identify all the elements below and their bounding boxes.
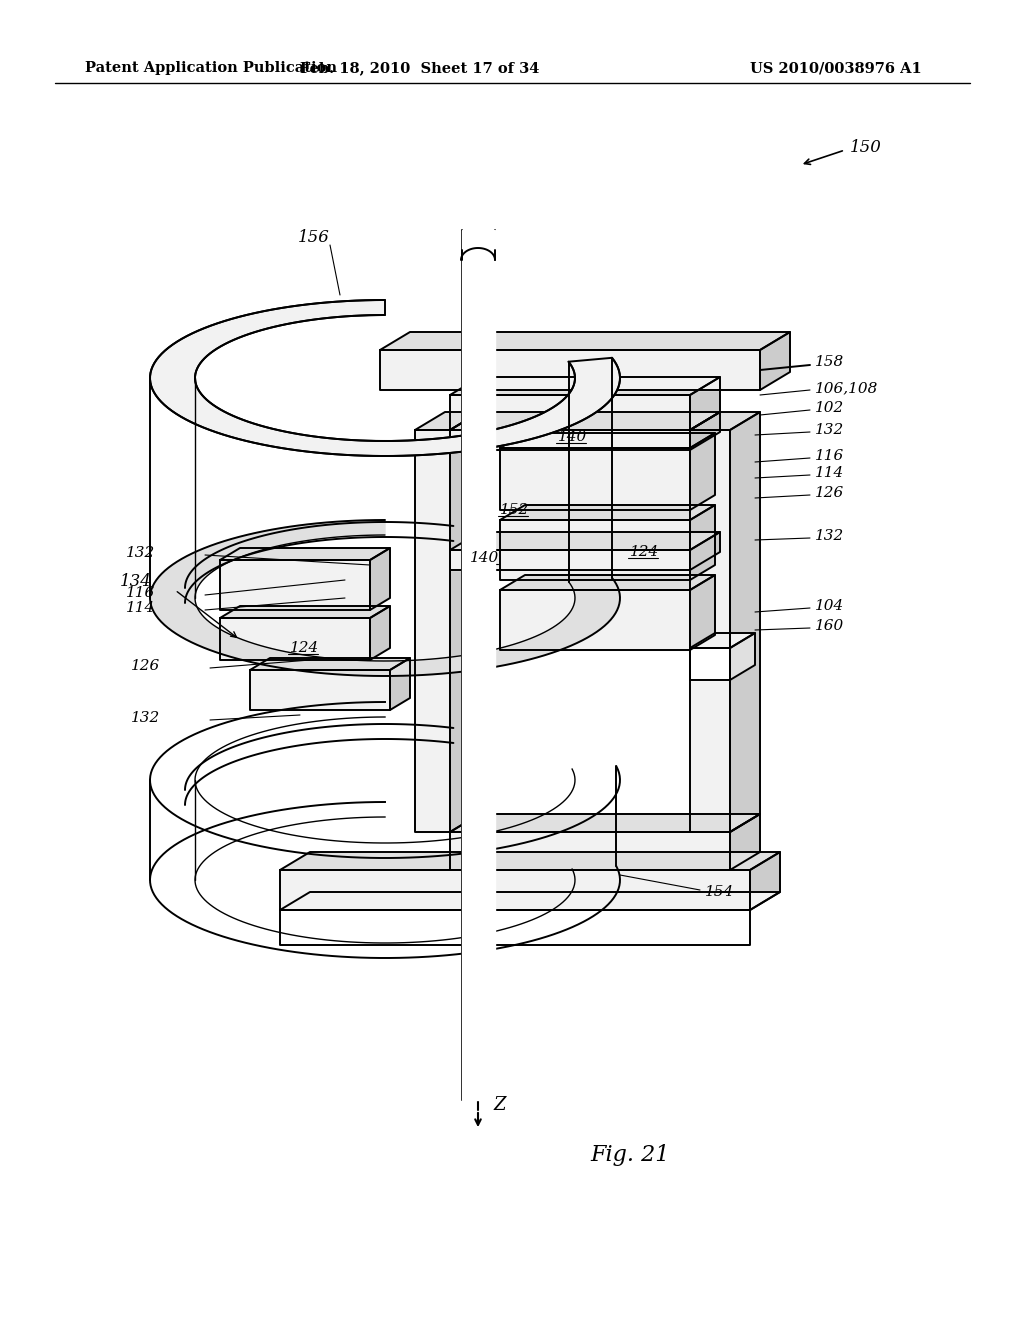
Text: 124: 124 xyxy=(290,642,319,655)
Polygon shape xyxy=(500,576,715,590)
Text: US 2010/0038976 A1: US 2010/0038976 A1 xyxy=(750,61,922,75)
Polygon shape xyxy=(690,576,715,649)
Text: 160: 160 xyxy=(815,619,844,634)
Text: 126: 126 xyxy=(131,659,160,673)
Text: 102: 102 xyxy=(815,401,844,414)
Polygon shape xyxy=(450,832,730,870)
Polygon shape xyxy=(415,430,450,832)
Polygon shape xyxy=(220,606,390,618)
Polygon shape xyxy=(450,532,720,550)
Text: 132: 132 xyxy=(126,546,155,560)
Polygon shape xyxy=(690,532,720,570)
Polygon shape xyxy=(690,506,715,579)
Polygon shape xyxy=(151,520,620,676)
Polygon shape xyxy=(415,412,480,430)
Text: 132: 132 xyxy=(131,711,160,725)
Polygon shape xyxy=(730,412,760,832)
Polygon shape xyxy=(220,548,390,560)
Text: 126: 126 xyxy=(815,486,844,500)
Text: 116: 116 xyxy=(815,449,844,463)
Polygon shape xyxy=(280,851,780,870)
Text: 132: 132 xyxy=(815,422,844,437)
Polygon shape xyxy=(370,548,390,610)
Text: 158: 158 xyxy=(815,355,844,370)
Text: 150: 150 xyxy=(850,140,882,157)
Polygon shape xyxy=(690,430,730,832)
Polygon shape xyxy=(450,412,720,430)
Polygon shape xyxy=(690,634,755,648)
Polygon shape xyxy=(450,550,690,570)
Text: 134: 134 xyxy=(120,573,152,590)
Polygon shape xyxy=(280,892,780,909)
Polygon shape xyxy=(280,909,750,945)
Polygon shape xyxy=(370,606,390,660)
Polygon shape xyxy=(380,333,790,350)
Polygon shape xyxy=(151,300,620,455)
Polygon shape xyxy=(500,520,690,579)
Text: 152: 152 xyxy=(500,503,529,517)
Text: 104: 104 xyxy=(815,599,844,612)
Text: 156: 156 xyxy=(298,230,330,247)
Text: 140: 140 xyxy=(470,550,500,565)
Text: Fig. 21: Fig. 21 xyxy=(590,1144,670,1166)
Text: 116: 116 xyxy=(126,586,155,601)
Polygon shape xyxy=(760,333,790,389)
Polygon shape xyxy=(690,433,715,510)
Polygon shape xyxy=(750,851,780,909)
Polygon shape xyxy=(500,447,690,510)
Text: Z: Z xyxy=(493,1096,506,1114)
Polygon shape xyxy=(250,657,410,671)
Polygon shape xyxy=(450,430,690,450)
Polygon shape xyxy=(462,230,495,1100)
Text: 132: 132 xyxy=(815,529,844,543)
Polygon shape xyxy=(250,671,390,710)
Polygon shape xyxy=(220,560,370,610)
Polygon shape xyxy=(380,350,760,389)
Text: 154: 154 xyxy=(705,884,734,899)
Polygon shape xyxy=(690,412,760,430)
Polygon shape xyxy=(690,378,720,430)
Text: 140: 140 xyxy=(558,430,587,444)
Polygon shape xyxy=(690,412,720,450)
Text: Patent Application Publication: Patent Application Publication xyxy=(85,61,337,75)
Text: 114: 114 xyxy=(815,466,844,480)
Polygon shape xyxy=(450,814,760,832)
Polygon shape xyxy=(730,634,755,680)
Text: 106,108: 106,108 xyxy=(815,381,879,395)
Polygon shape xyxy=(690,648,730,680)
Polygon shape xyxy=(280,870,750,909)
Polygon shape xyxy=(220,618,370,660)
Polygon shape xyxy=(450,395,690,430)
Polygon shape xyxy=(450,412,480,832)
Text: 124: 124 xyxy=(630,545,659,558)
Polygon shape xyxy=(390,657,410,710)
Polygon shape xyxy=(730,814,760,870)
Polygon shape xyxy=(500,433,715,447)
Polygon shape xyxy=(450,378,720,395)
Text: Feb. 18, 2010  Sheet 17 of 34: Feb. 18, 2010 Sheet 17 of 34 xyxy=(300,61,540,75)
Polygon shape xyxy=(500,506,715,520)
Text: 114: 114 xyxy=(126,601,155,615)
Polygon shape xyxy=(500,590,690,649)
